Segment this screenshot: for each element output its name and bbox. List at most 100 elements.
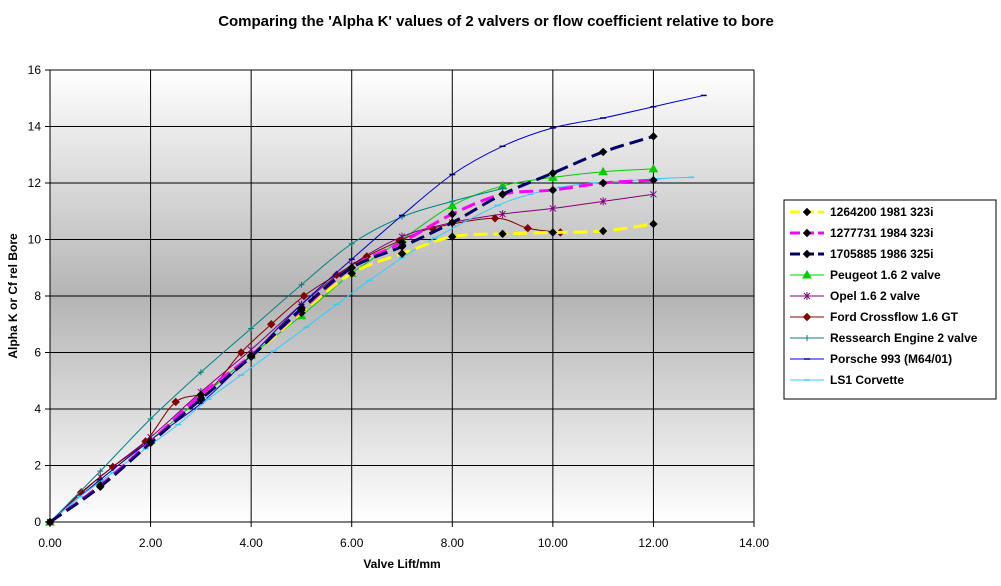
data-point bbox=[599, 197, 607, 206]
data-point bbox=[171, 397, 180, 407]
legend-label: Opel 1.6 2 valve bbox=[830, 289, 920, 303]
y-tick-label: 2 bbox=[34, 459, 41, 473]
data-point bbox=[147, 415, 154, 422]
legend-item: Peugeot 1.6 2 valve bbox=[790, 268, 941, 282]
legend-item: Opel 1.6 2 valve bbox=[790, 289, 920, 303]
data-point bbox=[298, 281, 305, 288]
gridlines bbox=[50, 69, 755, 522]
data-point bbox=[332, 270, 341, 280]
x-tick-label: 14.00 bbox=[739, 536, 769, 550]
y-tick-label: 16 bbox=[28, 63, 42, 77]
legend-label: Peugeot 1.6 2 valve bbox=[830, 268, 941, 282]
data-point bbox=[299, 291, 309, 301]
y-tick-label: 14 bbox=[28, 120, 42, 134]
x-axis-title: Valve Lift/mm bbox=[363, 557, 440, 571]
data-point bbox=[197, 369, 204, 376]
x-tick-label: 10.00 bbox=[538, 536, 568, 550]
data-point bbox=[523, 223, 532, 233]
legend-label: LS1 Corvette bbox=[830, 373, 904, 387]
legend-label: 1264200 1981 323i bbox=[830, 205, 933, 219]
data-point bbox=[802, 207, 812, 217]
legend-label: Ressearch Engine 2 valve bbox=[830, 331, 978, 345]
data-point bbox=[196, 394, 206, 404]
data-point bbox=[248, 325, 255, 332]
series-3 bbox=[45, 132, 658, 527]
data-point bbox=[490, 214, 500, 223]
data-point bbox=[802, 228, 812, 238]
data-point bbox=[802, 312, 812, 322]
data-point bbox=[549, 204, 557, 213]
data-point bbox=[348, 240, 355, 247]
data-point bbox=[650, 190, 657, 199]
data-point bbox=[802, 249, 812, 259]
data-point bbox=[498, 190, 507, 199]
y-tick-label: 8 bbox=[34, 289, 41, 303]
data-point bbox=[97, 468, 104, 475]
chart-title: Comparing the 'Alpha K' values of 2 valv… bbox=[218, 13, 774, 30]
data-point bbox=[246, 352, 256, 361]
legend-label: Porsche 993 (M64/01) bbox=[830, 352, 952, 366]
x-tick-label: 0.00 bbox=[38, 536, 62, 550]
x-tick-label: 12.00 bbox=[638, 536, 668, 550]
legend-item: LS1 Corvette bbox=[790, 373, 904, 387]
y-tick-label: 4 bbox=[34, 402, 41, 416]
data-point bbox=[649, 132, 658, 141]
axes: 0 2 4 6 8 10 12 14 16 0.00 2.00 4.00 6.00 8.00 10.00 12… bbox=[28, 63, 770, 550]
y-axis-title: Alpha K or Cf rel Bore bbox=[6, 233, 20, 359]
data-point bbox=[598, 166, 609, 176]
x-tick-label: 4.00 bbox=[239, 536, 263, 550]
series-group bbox=[45, 94, 707, 527]
data-point bbox=[649, 219, 658, 229]
legend-item: 1264200 1981 323i bbox=[790, 205, 933, 219]
data-point bbox=[297, 304, 306, 313]
x-tick-label: 6.00 bbox=[340, 536, 364, 550]
legend-item: 1705885 1986 325i bbox=[790, 247, 933, 261]
data-point bbox=[802, 269, 812, 279]
data-point bbox=[448, 232, 457, 241]
data-point bbox=[45, 517, 55, 527]
data-point bbox=[598, 178, 608, 188]
legend-item: Ford Crossflow 1.6 GT bbox=[790, 310, 959, 324]
legend-label: 1705885 1986 325i bbox=[830, 247, 933, 261]
data-point bbox=[804, 335, 810, 341]
series-line bbox=[49, 188, 503, 523]
legend-label: Ford Crossflow 1.6 GT bbox=[830, 310, 959, 324]
data-point bbox=[96, 482, 105, 491]
data-point bbox=[548, 168, 558, 178]
x-tick-label: 8.00 bbox=[441, 536, 465, 550]
legend-item: Ressearch Engine 2 valve bbox=[790, 331, 978, 345]
data-point bbox=[347, 263, 356, 272]
data-point bbox=[267, 320, 276, 329]
legend: 1264200 1981 323i 1277731 1984 323i 170588… bbox=[783, 199, 997, 400]
data-point bbox=[448, 218, 457, 227]
data-point bbox=[598, 226, 608, 236]
data-point bbox=[448, 209, 457, 219]
y-tick-label: 10 bbox=[28, 233, 42, 247]
data-point bbox=[803, 292, 811, 300]
x-tick-label: 2.00 bbox=[139, 536, 163, 550]
data-point bbox=[449, 198, 456, 205]
data-point bbox=[146, 438, 155, 448]
data-point bbox=[498, 229, 507, 239]
series-line bbox=[49, 217, 561, 523]
y-tick-label: 12 bbox=[28, 176, 42, 190]
data-point bbox=[548, 185, 558, 195]
y-tick-label: 6 bbox=[34, 346, 41, 360]
legend-item: Porsche 993 (M64/01) bbox=[790, 352, 952, 366]
data-point bbox=[447, 200, 458, 210]
legend-item: 1277731 1984 323i bbox=[790, 226, 933, 240]
data-point bbox=[397, 242, 407, 251]
series-line bbox=[49, 94, 704, 523]
data-point bbox=[548, 228, 558, 237]
data-point bbox=[347, 269, 356, 278]
y-tick-label: 0 bbox=[34, 515, 41, 529]
data-point bbox=[598, 147, 608, 157]
series-7 bbox=[47, 185, 506, 525]
data-point bbox=[649, 175, 658, 185]
data-point bbox=[236, 348, 246, 357]
data-point bbox=[397, 249, 407, 258]
data-point bbox=[648, 163, 659, 173]
data-point bbox=[499, 210, 506, 219]
legend-label: 1277731 1984 323i bbox=[830, 226, 933, 240]
